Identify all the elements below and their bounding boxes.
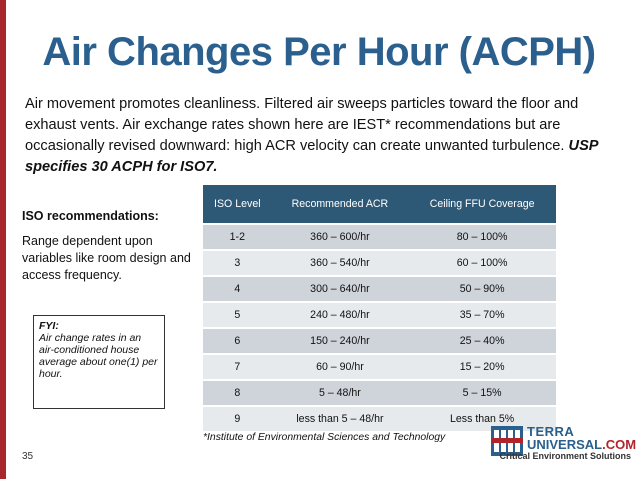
fyi-text: Air change rates in an air-conditioned h…	[39, 332, 158, 380]
logo-name-main: UNIVERSAL	[527, 437, 603, 452]
intro-emphasis: USP specifies 30 ACPH for ISO7.	[25, 138, 598, 175]
table-row: 5 240 – 480/hr 35 – 70%	[203, 301, 556, 328]
table-header-row: ISO Level Recommended ACR Ceiling FFU Co…	[203, 185, 556, 224]
cell-ffu: 25 – 40%	[408, 327, 556, 354]
table-row: 4 300 – 640/hr 50 – 90%	[203, 275, 556, 302]
table-row: 1-2 360 – 600/hr 80 – 100%	[203, 223, 556, 250]
cell-ffu: 5 – 15%	[408, 379, 556, 406]
slide-title: Air Changes Per Hour (ACPH)	[42, 30, 596, 74]
table-row: 8 5 – 48/hr 5 – 15%	[203, 379, 556, 406]
fyi-box: FYI: Air change rates in an air-conditio…	[33, 315, 165, 409]
logo-tagline: Critical Environment Solutions	[499, 451, 631, 461]
cell-acr: 60 – 90/hr	[271, 353, 409, 380]
cell-iso-level: 3	[203, 249, 272, 276]
logo-name-line2: UNIVERSAL.COM	[527, 437, 636, 452]
cell-ffu: 50 – 90%	[408, 275, 556, 302]
cell-iso-level: 5	[203, 301, 272, 328]
header-recommended-acr: Recommended ACR	[271, 185, 409, 224]
cell-acr: 150 – 240/hr	[271, 327, 409, 354]
cell-iso-level: 7	[203, 353, 272, 380]
cell-acr: 300 – 640/hr	[271, 275, 409, 302]
accent-bar	[0, 0, 6, 479]
logo-name-suffix: .COM	[602, 437, 637, 452]
page-number: 35	[22, 451, 34, 462]
footnote: *Institute of Environmental Sciences and…	[203, 432, 446, 443]
iso-recommendations-heading: ISO recommendations:	[22, 209, 159, 223]
table-row: 3 360 – 540/hr 60 – 100%	[203, 249, 556, 276]
cell-acr: less than 5 – 48/hr	[271, 405, 409, 431]
terra-universal-logo: TERRA UNIVERSAL.COM Critical Environment…	[491, 424, 636, 461]
table-row: 6 150 – 240/hr 25 – 40%	[203, 327, 556, 354]
cell-ffu: 60 – 100%	[408, 249, 556, 276]
table-row: 7 60 – 90/hr 15 – 20%	[203, 353, 556, 380]
cell-ffu: 35 – 70%	[408, 301, 556, 328]
terra-universal-logo-icon	[491, 426, 523, 456]
cell-acr: 240 – 480/hr	[271, 301, 409, 328]
cell-acr: 360 – 600/hr	[271, 223, 409, 250]
intro-text: Air movement promotes cleanliness. Filte…	[25, 96, 579, 154]
table-row: 9 less than 5 – 48/hr Less than 5%	[203, 405, 556, 431]
header-iso-level: ISO Level	[203, 185, 272, 224]
cell-iso-level: 1-2	[203, 223, 272, 250]
iso-recommendations-text: Range dependent upon variables like room…	[22, 234, 191, 282]
cell-acr: 360 – 540/hr	[271, 249, 409, 276]
cell-iso-level: 4	[203, 275, 272, 302]
acr-table: ISO Level Recommended ACR Ceiling FFU Co…	[203, 185, 556, 431]
cell-ffu: 80 – 100%	[408, 223, 556, 250]
cell-iso-level: 8	[203, 379, 272, 406]
intro-paragraph: Air movement promotes cleanliness. Filte…	[25, 94, 615, 178]
cell-iso-level: 6	[203, 327, 272, 354]
fyi-label: FYI:	[39, 320, 59, 332]
header-ceiling-ffu: Ceiling FFU Coverage	[408, 185, 556, 224]
cell-acr: 5 – 48/hr	[271, 379, 409, 406]
cell-iso-level: 9	[203, 405, 272, 431]
cell-ffu: 15 – 20%	[408, 353, 556, 380]
cell-ffu: Less than 5%	[408, 405, 556, 431]
logo-name-line1: TERRA	[527, 424, 575, 439]
